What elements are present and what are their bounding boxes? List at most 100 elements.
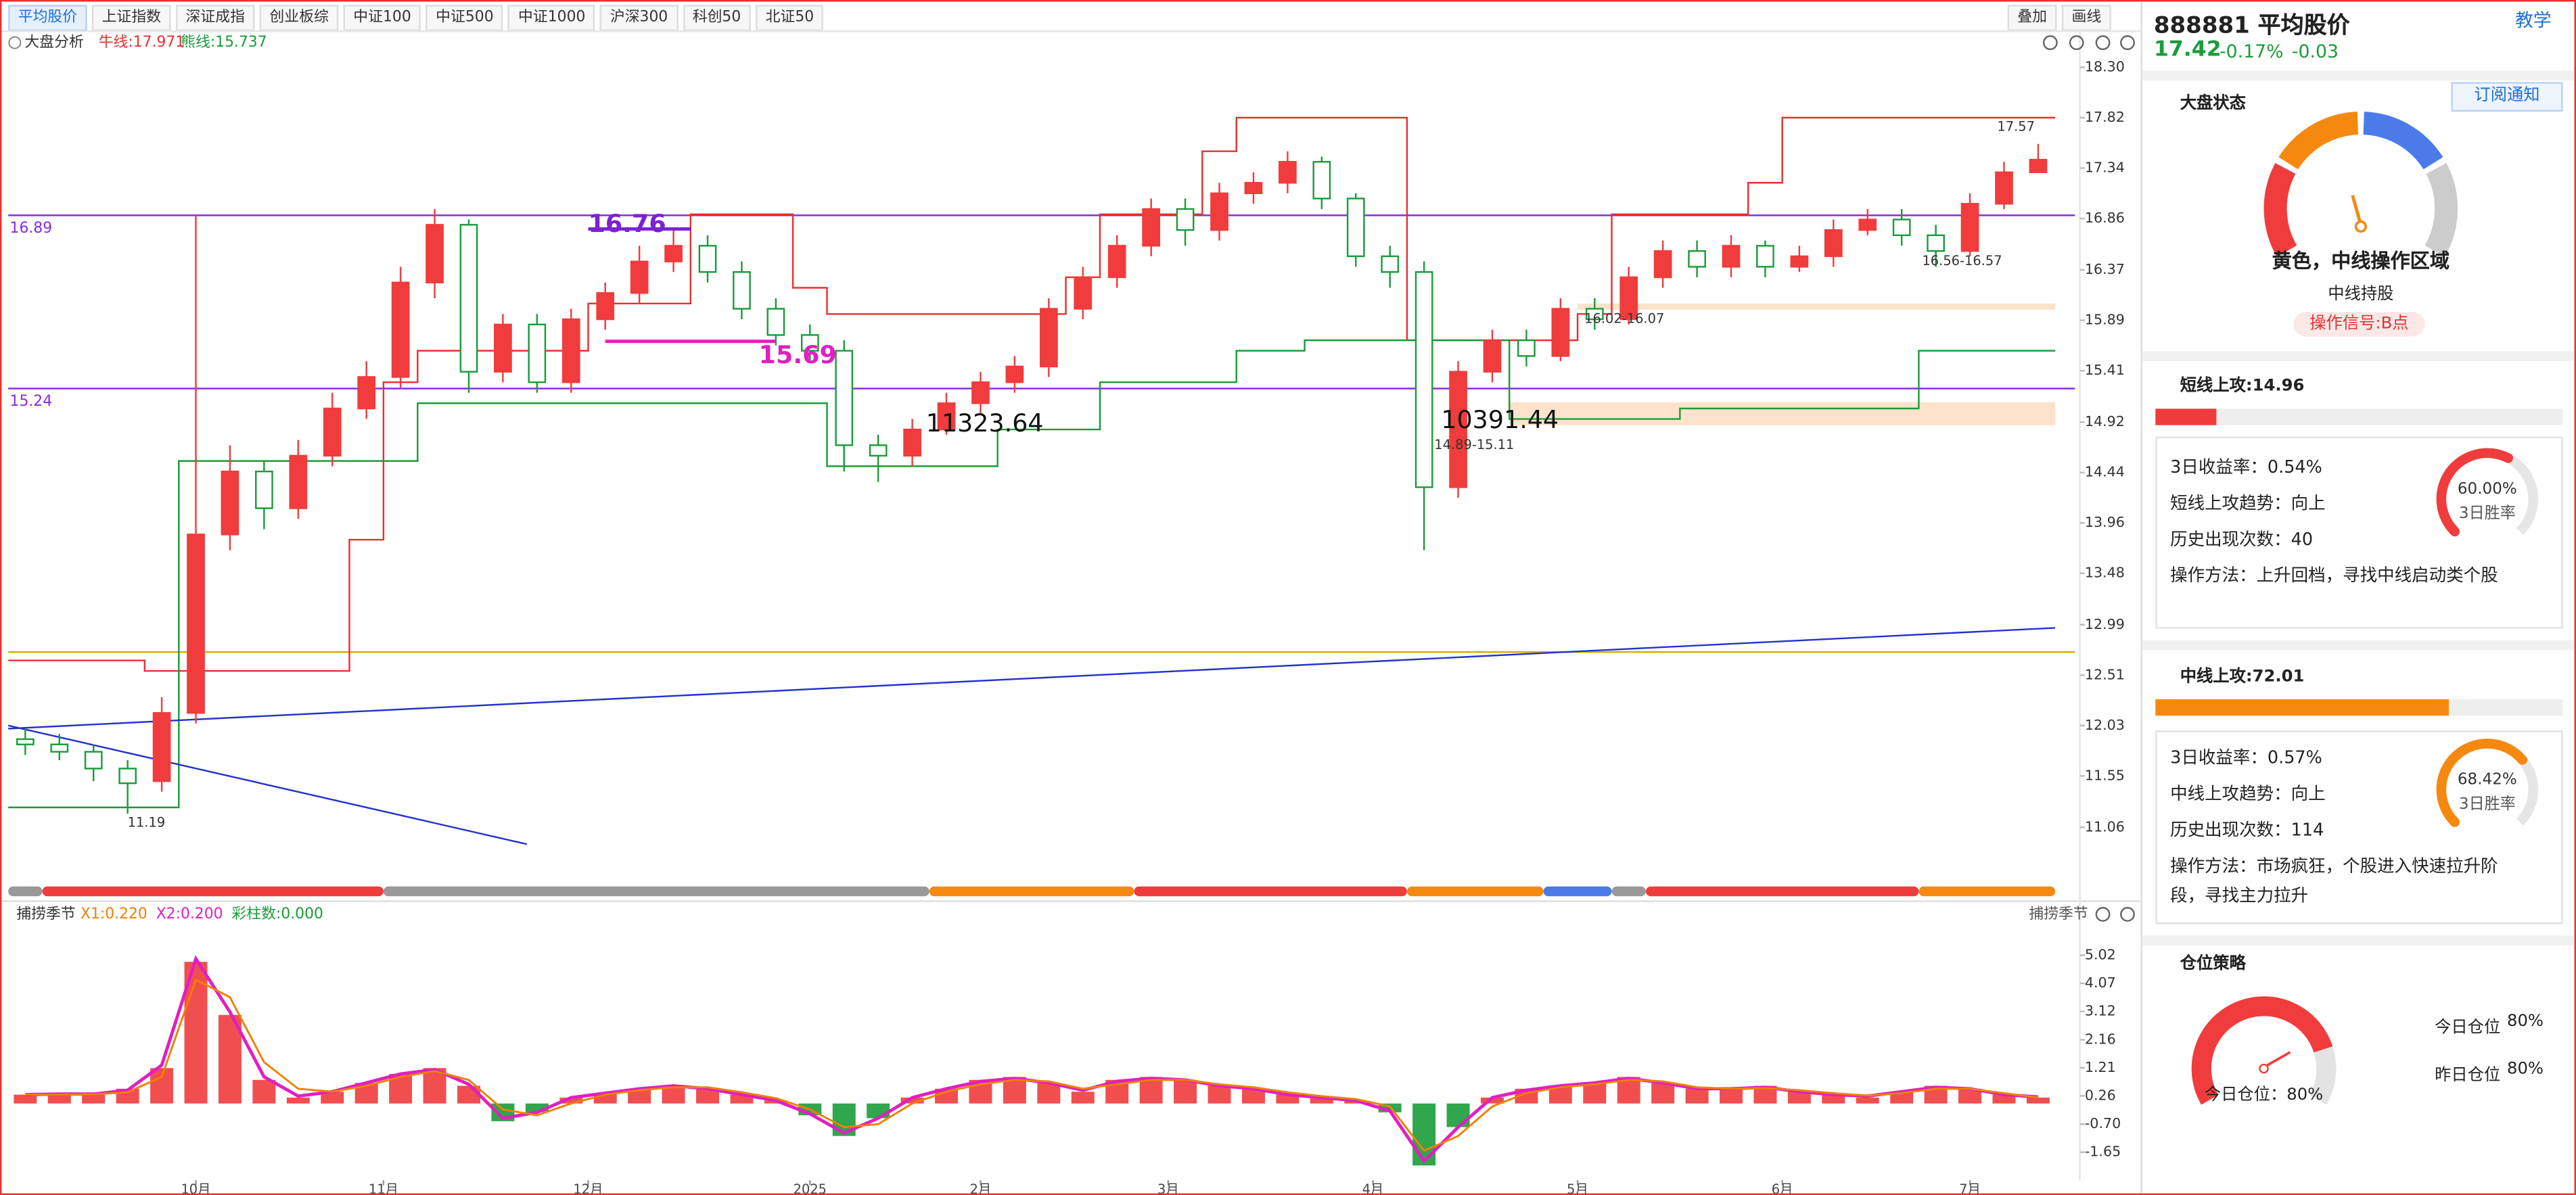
candle-body <box>2029 158 2048 173</box>
band-line <box>8 339 2056 809</box>
legend-title: 大盘分析 <box>24 34 83 51</box>
y-tick-label: 18.30 <box>2085 59 2125 75</box>
tool-button[interactable]: 画线 <box>2061 5 2111 32</box>
today-label: 今日仓位 <box>2435 1019 2501 1037</box>
candle-body <box>1210 192 1228 231</box>
y-tick-label: 4.07 <box>2085 975 2116 991</box>
separator <box>2142 351 2575 361</box>
x-tick-label: 12月 <box>573 1181 603 1195</box>
candle-body <box>1619 276 1638 321</box>
icon[interactable] <box>2069 35 2084 51</box>
candle-body <box>1483 339 1502 373</box>
index-tab[interactable]: 中证500 <box>426 5 504 32</box>
x-tick-label: 11月 <box>369 1181 398 1195</box>
candle-body <box>800 334 819 352</box>
index-tab[interactable]: 深证成指 <box>175 5 255 32</box>
stat-line: 历史出现次数：40 <box>2170 530 2314 550</box>
histogram-bar <box>1071 1092 1095 1104</box>
gauge-arc <box>2278 112 2359 170</box>
help-link[interactable]: 教学 <box>2515 9 2552 32</box>
icon[interactable] <box>2042 35 2058 51</box>
candle-body <box>1790 255 1809 268</box>
candle-body <box>1244 182 1263 195</box>
candle-body <box>323 407 342 457</box>
candle-body <box>971 381 990 404</box>
change: -0.03 <box>2291 41 2339 63</box>
stat-line: 中线上攻趋势：向上 <box>2170 784 2326 805</box>
y-tick-label: 12.99 <box>2085 616 2125 632</box>
index-tab[interactable]: 创业板综 <box>259 5 339 32</box>
advice: 中线持股 <box>2328 285 2394 304</box>
histogram-bar <box>1685 1088 1709 1104</box>
side-panel: 888881 平均股价 教学 17.42 -0.17% -0.03 大盘状态 订… <box>2140 1 2575 1194</box>
today-value: 80% <box>2506 1012 2544 1031</box>
index-tab[interactable]: 沪深300 <box>600 5 678 32</box>
candle-body <box>1074 276 1092 310</box>
state-strip <box>1406 886 1544 897</box>
band-line <box>8 116 2056 672</box>
candle-body <box>1653 250 1672 279</box>
icon[interactable] <box>2120 907 2135 922</box>
separator <box>2142 640 2575 651</box>
histogram-bar <box>1583 1083 1607 1104</box>
progress-track <box>2155 699 2563 716</box>
histogram-bar <box>321 1092 344 1104</box>
candle-body <box>1279 161 1297 184</box>
y-tick-label: 15.41 <box>2085 362 2125 378</box>
histogram-bar <box>900 1097 924 1104</box>
icon[interactable] <box>2095 907 2111 922</box>
subscribe-button[interactable]: 订阅通知 <box>2451 82 2563 112</box>
icon[interactable] <box>2120 35 2135 51</box>
histogram-bar <box>1787 1092 1811 1104</box>
index-tab[interactable]: 平均股价 <box>8 5 87 32</box>
histogram-bar <box>1856 1097 1879 1104</box>
candle-body <box>1312 161 1331 200</box>
y-tick-label: 11.06 <box>2085 818 2125 835</box>
annotation: 11.19 <box>128 815 166 830</box>
index-tab[interactable]: 中证100 <box>343 5 421 32</box>
histogram-bar <box>1208 1085 1231 1104</box>
histogram-bar <box>1958 1088 1982 1104</box>
price: 17.42 <box>2153 37 2222 63</box>
gauge-hub <box>2354 220 2367 233</box>
index-tab[interactable]: 中证1000 <box>508 5 595 32</box>
candle-body <box>289 454 308 509</box>
legend-item: 彩柱数:0.000 <box>231 906 323 922</box>
stat-card <box>2155 730 2563 924</box>
annotation: 11323.64 <box>926 408 1044 438</box>
candle-body <box>84 751 103 770</box>
gauge-arc <box>2424 163 2458 257</box>
chart-icons <box>2042 35 2135 922</box>
position-hub <box>2259 1063 2269 1074</box>
annotation: 16.56-16.57 <box>1922 253 2002 268</box>
candle-body <box>664 245 683 262</box>
x-tick-label: 10月 <box>181 1181 210 1195</box>
stat-line: 操作方法：上升回档，寻找中线启动类个股 <box>2170 566 2498 586</box>
histogram-bar <box>286 1097 310 1104</box>
index-tab[interactable]: 北证50 <box>756 5 824 32</box>
level-label: 16.89 <box>10 220 53 237</box>
candle-body <box>494 323 512 373</box>
y-tick-label: 14.44 <box>2085 464 2125 480</box>
indicator-line <box>25 955 2039 1164</box>
histogram-bar <box>252 1079 276 1104</box>
candle-body <box>118 768 137 784</box>
index-tab[interactable]: 科创50 <box>683 5 751 32</box>
histogram-bar <box>2026 1097 2050 1104</box>
candle-body <box>1824 229 1843 258</box>
y-tick-label: 13.48 <box>2085 565 2125 581</box>
candle-body <box>221 470 239 536</box>
candle-body <box>903 428 921 457</box>
x-tick-label: 7月 <box>1959 1181 1981 1195</box>
histogram-bar <box>1412 1103 1436 1166</box>
position-needle <box>2266 1051 2291 1067</box>
histogram-bar <box>1822 1094 1845 1104</box>
price-zone <box>1578 303 2056 310</box>
histogram-bar <box>1037 1083 1061 1104</box>
candle-body <box>1722 245 1741 268</box>
progress-track <box>2155 408 2563 425</box>
icon[interactable] <box>2095 35 2111 51</box>
collapse-icon[interactable] <box>8 36 22 49</box>
change-pct: -0.17% <box>2219 41 2284 63</box>
